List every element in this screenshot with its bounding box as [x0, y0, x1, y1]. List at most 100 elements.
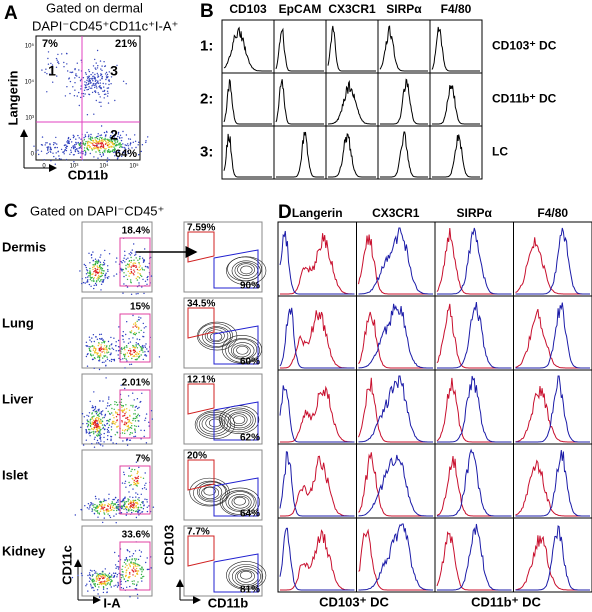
- event-dot: [96, 265, 98, 267]
- event-dot: [96, 430, 98, 433]
- event-dot: [110, 581, 112, 583]
- event-dot: [94, 507, 97, 509]
- event-dot: [145, 343, 147, 345]
- event-dot: [94, 282, 97, 285]
- event-dot: [90, 253, 93, 256]
- population-label: LC: [492, 145, 508, 159]
- event-dot: [97, 344, 100, 347]
- x-tick-label: 10³: [70, 164, 79, 170]
- event-dot: [50, 160, 52, 162]
- event-dot: [118, 555, 120, 557]
- event-dot: [102, 581, 104, 583]
- event-dot: [90, 133, 92, 136]
- event-dot: [105, 499, 107, 502]
- event-dot: [125, 144, 128, 147]
- event-dot: [116, 138, 119, 141]
- event-dot: [133, 425, 136, 427]
- event-dot: [129, 347, 131, 350]
- event-dot: [134, 510, 137, 513]
- event-dot: [108, 396, 110, 398]
- event-dot: [92, 406, 95, 409]
- event-dot: [137, 508, 139, 511]
- event-dot: [82, 423, 84, 425]
- event-dot: [100, 411, 103, 413]
- event-dot: [94, 274, 97, 277]
- event-dot: [105, 78, 107, 81]
- event-dot: [124, 261, 126, 263]
- contour: [226, 561, 267, 590]
- event-dot: [129, 484, 131, 487]
- event-dot: [127, 270, 129, 273]
- event-dot: [136, 358, 138, 361]
- event-dot: [137, 407, 139, 410]
- event-dot: [158, 356, 161, 358]
- event-dot: [63, 61, 65, 64]
- event-dot: [81, 278, 83, 280]
- y-tick-label: 0: [31, 152, 35, 158]
- event-dot: [84, 264, 87, 267]
- event-dot: [95, 413, 98, 415]
- event-dot: [101, 351, 103, 353]
- event-dot: [106, 131, 108, 133]
- event-dot: [95, 79, 97, 82]
- event-dot: [138, 344, 140, 346]
- event-dot: [121, 270, 123, 272]
- event-dot: [129, 555, 131, 558]
- event-dot: [85, 153, 87, 155]
- event-dot: [57, 61, 59, 63]
- event-dot: [107, 146, 110, 148]
- event-dot: [96, 510, 99, 512]
- event-dot: [96, 411, 98, 413]
- event-dot: [137, 493, 139, 495]
- event-dot: [77, 134, 79, 137]
- event-dot: [89, 425, 92, 428]
- event-dot: [137, 292, 139, 295]
- event-dot: [115, 350, 117, 352]
- event-dot: [93, 433, 95, 435]
- event-dot: [84, 154, 86, 156]
- event-dot: [118, 146, 121, 148]
- event-dot: [137, 343, 139, 345]
- event-dot: [113, 498, 115, 501]
- event-dot: [134, 254, 136, 256]
- event-dot: [130, 427, 133, 429]
- event-dot: [90, 73, 92, 76]
- event-dot: [74, 146, 76, 149]
- event-dot: [141, 257, 144, 259]
- event-dot: [94, 420, 96, 422]
- event-dot: [95, 272, 97, 274]
- event-dot: [117, 499, 119, 502]
- event-dot: [123, 152, 125, 154]
- event-dot: [100, 440, 102, 442]
- gate: [119, 389, 151, 439]
- event-dot: [116, 158, 119, 160]
- event-dot: [97, 355, 99, 357]
- event-dot: [94, 509, 96, 511]
- event-dot: [136, 338, 138, 340]
- gate-percent: 33.6%: [122, 530, 150, 541]
- event-dot: [118, 326, 120, 328]
- event-dot: [84, 505, 86, 507]
- event-dot: [146, 506, 148, 508]
- event-dot: [46, 152, 48, 155]
- event-dot: [93, 346, 96, 348]
- event-dot: [90, 353, 92, 355]
- event-dot: [97, 593, 99, 595]
- event-dot: [132, 314, 134, 317]
- event-dot: [96, 507, 99, 509]
- event-dot: [99, 279, 102, 281]
- event-dot: [102, 279, 105, 282]
- event-dot: [103, 261, 105, 264]
- contour: [226, 256, 267, 286]
- event-dot: [141, 501, 143, 503]
- event-dot: [138, 277, 141, 279]
- event-dot: [98, 271, 101, 273]
- event-dot: [134, 350, 137, 353]
- event-dot: [124, 496, 126, 498]
- contour: [202, 326, 232, 347]
- event-dot: [89, 278, 92, 281]
- contour: [229, 413, 248, 427]
- event-dot: [90, 502, 93, 504]
- event-dot: [124, 480, 127, 482]
- event-dot: [95, 270, 97, 273]
